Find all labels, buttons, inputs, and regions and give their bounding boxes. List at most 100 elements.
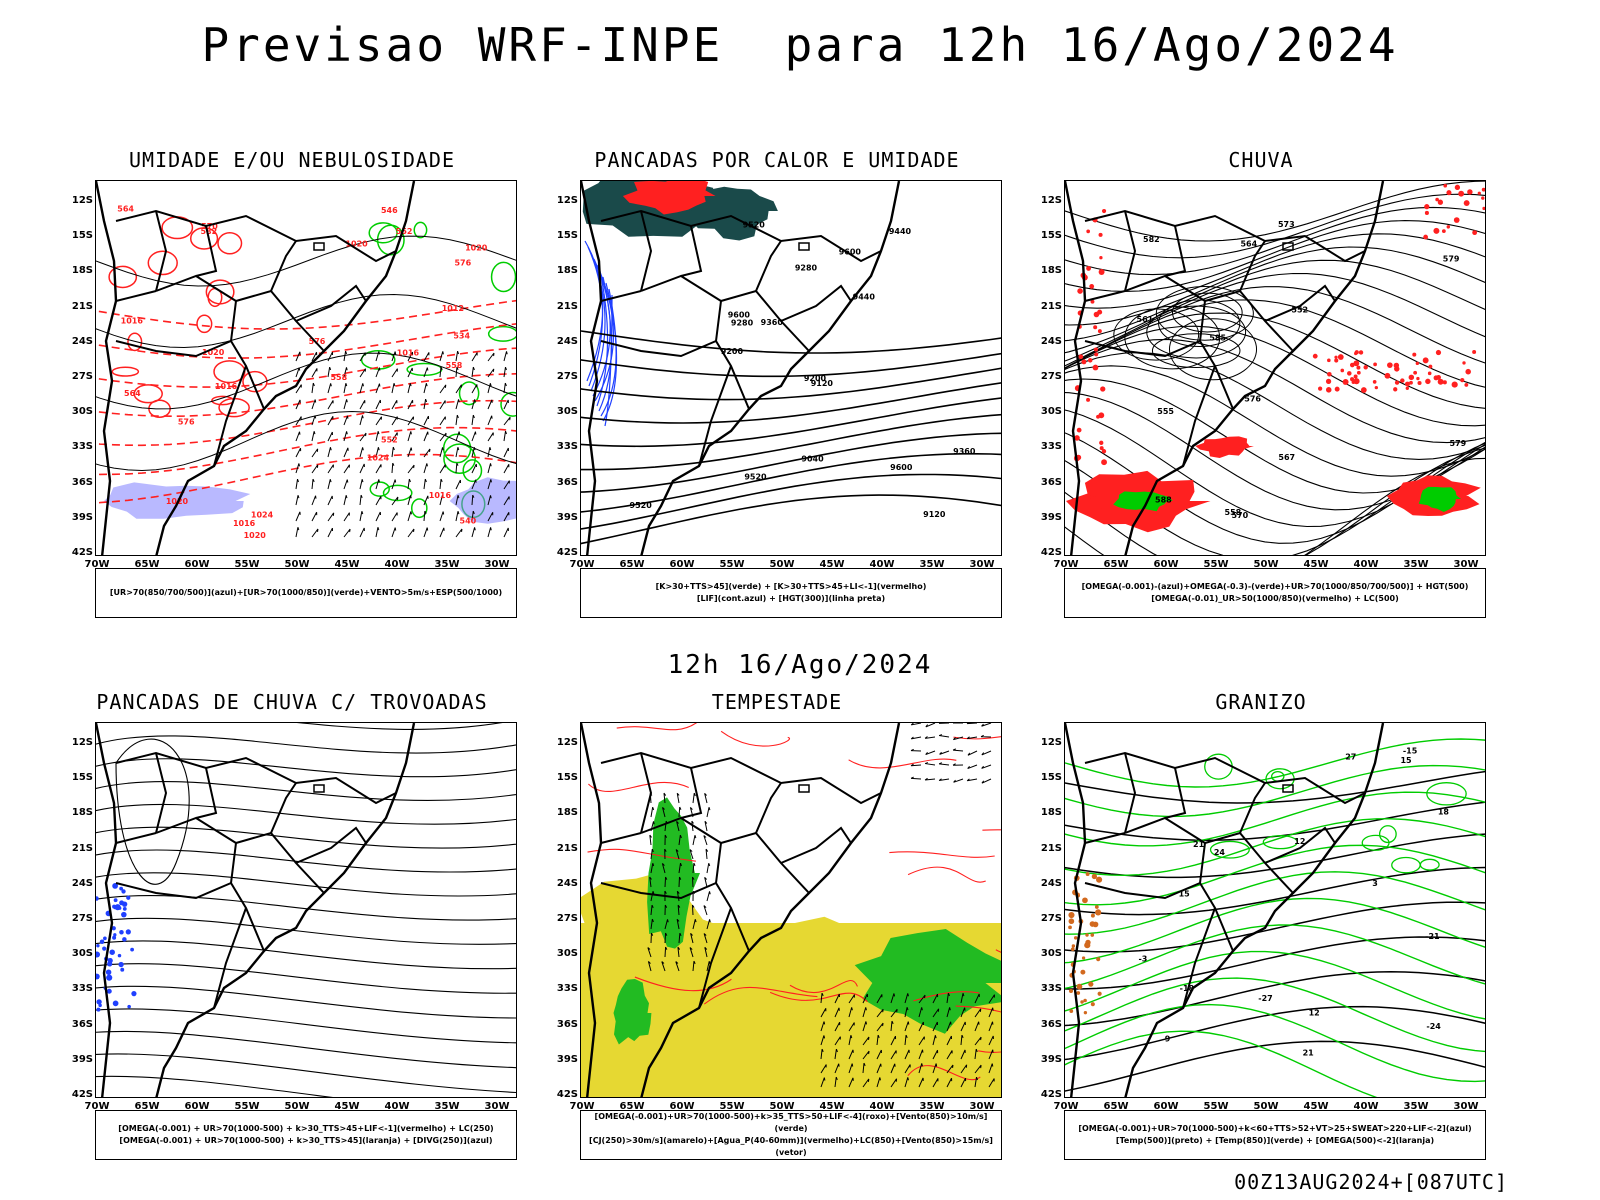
streamline-250 [96,803,516,825]
wind-vector [820,1035,826,1046]
streamline-850 [907,866,986,883]
legend-line: [K>30+TTS>45](verde) + [K>30+TTS>45+LI<-… [655,582,927,591]
streamline-850 [953,736,1001,740]
wind-vector [918,1007,923,1018]
wind-vector [675,849,680,860]
wind-vector [706,891,711,902]
wind-vector [988,1007,994,1018]
wind-vector [391,462,395,474]
lat-tick-label: 42S [1040,547,1062,558]
rain-dot [1462,361,1466,365]
lon-tick-label: 50W [284,559,310,570]
contour-label: 582 [1143,235,1160,244]
wind-vector [503,512,510,522]
rain-dot [1433,227,1440,234]
wind-vector [359,527,365,538]
lif-contour [604,294,613,427]
temp850-line [1065,871,1485,935]
streamline-250 [96,1008,516,1044]
wind-vector [910,723,922,726]
divergence-dot [112,1000,119,1007]
rain-dot [1437,199,1444,205]
rain-dot [1451,381,1458,388]
rain-dot [1347,371,1352,376]
hgt500-line [1065,447,1485,555]
contour-label: 561 [1137,315,1154,324]
hgt500-line [1065,233,1485,309]
wind-vector [407,399,414,410]
lat-tick-label: 12S [1040,195,1062,206]
rain-dot [1415,361,1420,366]
contour-label: 9120 [811,379,834,388]
rain-dot [1446,225,1451,229]
lat-tick-label: 12S [71,195,93,206]
wind-vector [974,993,980,1004]
wind-vector [439,447,444,458]
rain-dot [1099,505,1103,509]
wind-vector [471,447,476,458]
wind-vector [375,416,383,426]
lon-tick-label: 65W [1103,559,1129,570]
wind-vector [327,512,335,522]
lon-tick-label: 55W [719,1101,745,1112]
hgt500-line [1065,220,1485,292]
rain-dot [1387,362,1393,369]
rain-dot [1350,377,1355,382]
lat-tick-label: 42S [556,547,578,558]
divergence-dot [112,935,117,940]
wind-vector [455,399,460,410]
political-border [1264,284,1336,322]
political-border [213,365,247,467]
wind-vector [503,430,507,442]
contour-label: 9600 [728,310,751,319]
lon-tick-label: 65W [619,559,645,570]
contour-label: 1016 [429,491,452,500]
contour-label: 564 [124,389,141,398]
hgt500-line [1065,457,1485,555]
wind-vector [981,764,992,769]
wind-vector [932,1021,938,1032]
wind-vector [343,350,348,362]
wind-vector [692,960,696,972]
wind-vector [343,415,349,426]
wind-vector [423,431,429,442]
political-border [1124,816,1294,894]
wind-vector [391,479,397,490]
political-border [115,340,232,358]
ur-contour-green [368,222,398,244]
streamline-850 [769,991,868,1003]
rain-dot [1098,269,1105,275]
divergence-dot [122,907,127,911]
wind-vector [487,479,492,490]
wind-vector [650,848,654,860]
omega-dot [1068,925,1072,930]
wind-vector [946,1050,953,1060]
wind-vector [834,1021,841,1032]
rain-dot [1101,459,1107,466]
wind-vector [503,351,508,362]
omega-dot [1068,918,1075,925]
lat-tick-label: 21S [1040,842,1062,854]
lat-tick-label: 42S [71,547,93,558]
lat-tick-label: 12S [1040,737,1062,748]
thickness-line [96,347,516,388]
streamline-250 [115,738,190,885]
wind-vector [692,862,696,874]
wind-vector [295,399,301,410]
panel-legend: [UR>70(850/700/500)](azul)+[UR>70(1000/8… [95,568,517,618]
wind-vector [932,1049,939,1060]
rain-dot [1334,386,1340,392]
map-plot-area: 582 579 576 573 570 567 564 561 558 555 552 585 588 5… [1064,180,1486,556]
temp850-line [1262,834,1298,850]
wind-vector [439,527,445,538]
wind-vector [471,494,475,506]
map-plot-area: 12 15 18 21 24 27 -3 3 9 12 15 -15 -18 -21 -24 -27 21 [1064,722,1486,1098]
wind-vector [939,750,950,755]
wind-vector [471,527,476,538]
wind-vector [960,1077,967,1088]
lat-tick-label: 21S [71,842,93,854]
map-plot-area [95,722,517,1098]
wind-vector [650,863,655,874]
wind-vector [676,820,680,832]
contour-label: 9520 [744,472,767,481]
